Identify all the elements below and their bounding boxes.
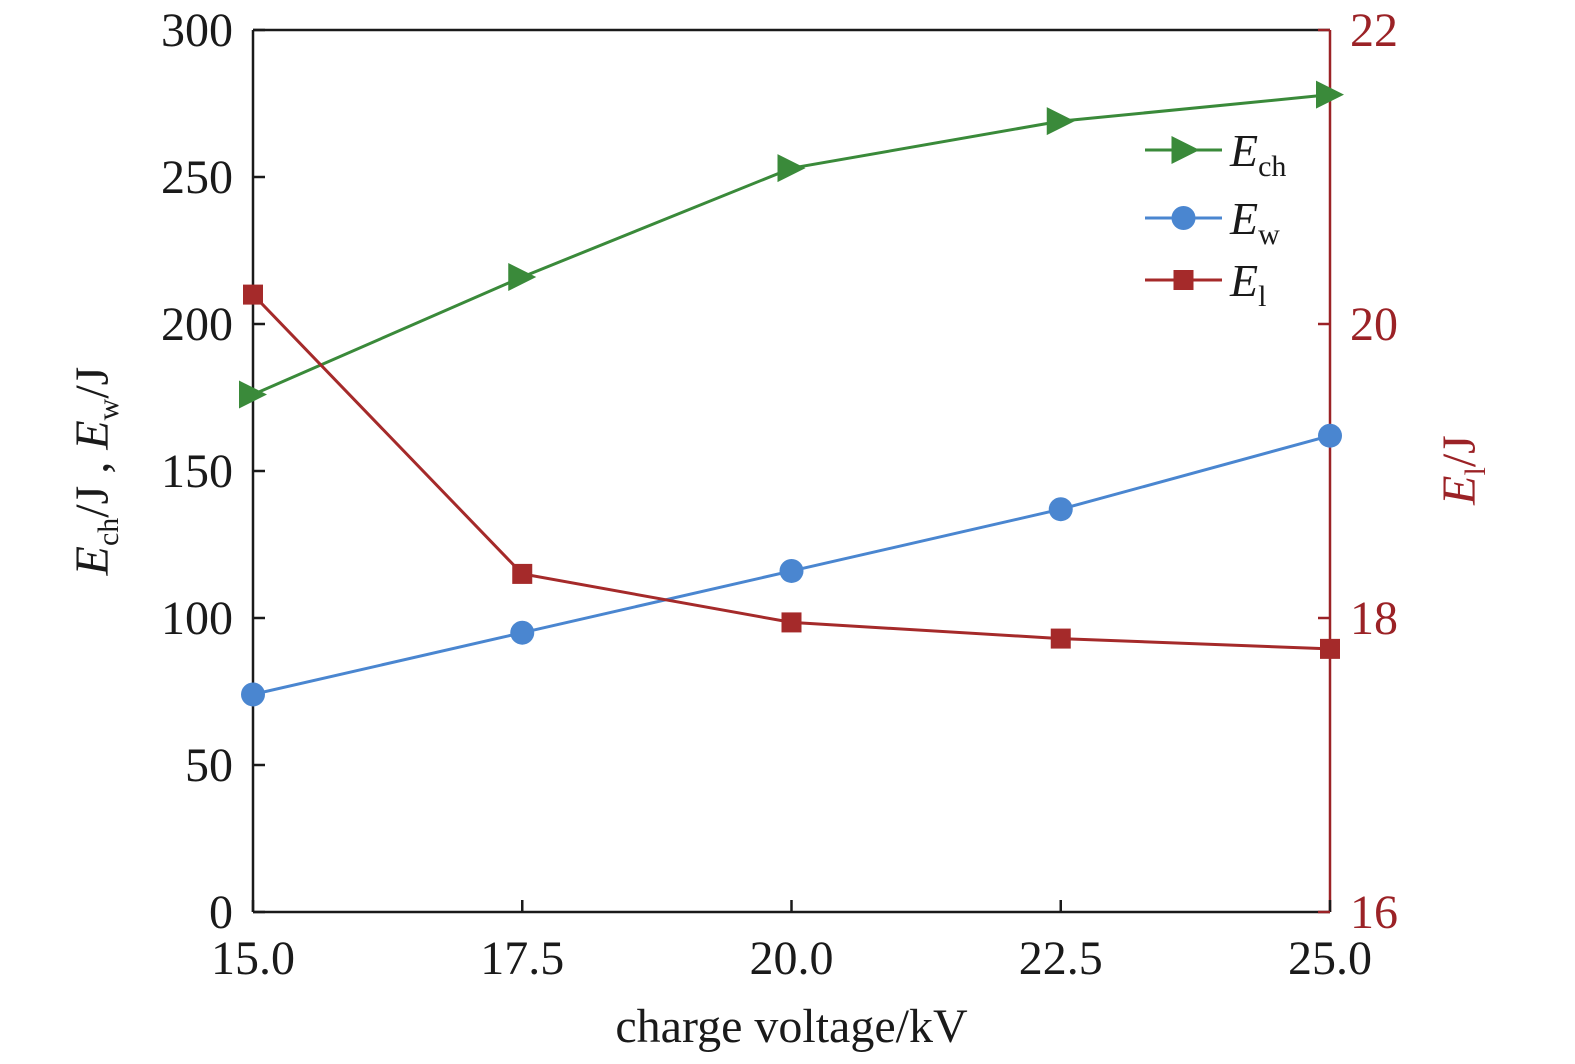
x-tick-label: 17.5: [480, 932, 564, 985]
y-left-tick-label: 300: [161, 4, 233, 57]
y-right-axis-title: El/J: [1433, 435, 1492, 506]
data-point-l: [1320, 638, 1340, 659]
legend-label-ch: Ech: [1229, 125, 1286, 183]
x-tick-label: 20.0: [750, 932, 834, 985]
series-l: [243, 284, 1340, 659]
data-point-w: [1048, 497, 1073, 522]
y-right-tick-label: 16: [1350, 886, 1398, 939]
x-tick-label: 25.0: [1288, 932, 1372, 985]
data-point-ch: [508, 262, 537, 291]
y-right-tick-label: 20: [1350, 298, 1398, 351]
legend-entry-ch: Ech: [1145, 125, 1286, 183]
y-right-tick-label: 22: [1350, 4, 1398, 57]
data-point-w: [510, 620, 535, 645]
data-point-ch: [1316, 80, 1344, 109]
legend-marker-w: [1171, 206, 1196, 230]
y-left-tick-label: 200: [161, 298, 233, 351]
data-point-ch: [239, 380, 267, 409]
data-point-l: [1050, 628, 1071, 649]
legend-marker-l: [1173, 270, 1194, 290]
data-point-l: [781, 612, 802, 633]
legend-entry-w: Ew: [1145, 193, 1280, 251]
y-left-tick-label: 100: [161, 592, 233, 645]
data-point-w: [779, 558, 804, 583]
data-point-l: [243, 284, 263, 305]
y-right-tick-label: 18: [1350, 592, 1398, 645]
data-point-w: [241, 682, 265, 707]
legend-entry-l: El: [1145, 255, 1266, 313]
x-axis-title: charge voltage/kV: [615, 1000, 968, 1053]
series-line-ch: [252, 93, 1331, 396]
y-left-tick-label: 150: [161, 445, 233, 498]
series-w: [241, 423, 1342, 707]
y-left-tick-label: 50: [185, 739, 233, 792]
series-line-l: [251, 293, 1331, 651]
legend-label-w: Ew: [1229, 193, 1280, 251]
x-tick-label: 15.0: [211, 932, 295, 985]
series-ch: [239, 80, 1344, 409]
data-point-ch: [777, 154, 806, 183]
legend-label-l: El: [1229, 255, 1266, 313]
data-point-w: [1318, 423, 1342, 448]
data-point-l: [512, 563, 533, 584]
legend-marker-ch: [1171, 136, 1200, 164]
y-left-axis-title: Ech/J , Ew/J: [66, 367, 125, 577]
y-left-tick-label: 250: [161, 151, 233, 204]
x-tick-label: 22.5: [1019, 932, 1103, 985]
data-point-ch: [1046, 107, 1075, 136]
y-left-tick-label: 0: [209, 886, 233, 939]
